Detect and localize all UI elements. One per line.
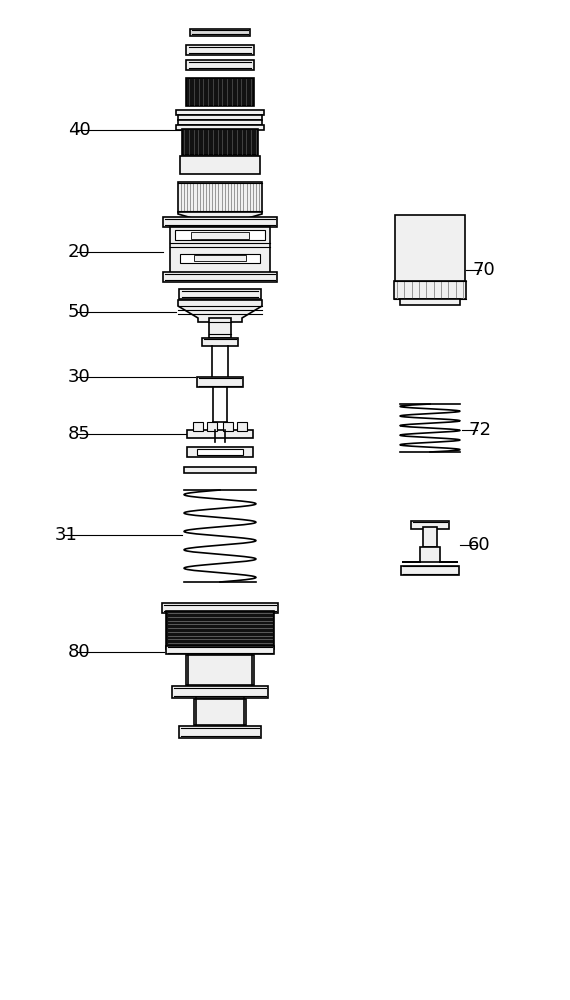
Bar: [163, 272, 277, 282]
Text: 70: 70: [472, 261, 495, 279]
Bar: [178, 182, 262, 212]
Bar: [187, 430, 253, 438]
Bar: [166, 611, 274, 649]
Bar: [223, 422, 233, 430]
Text: 85: 85: [68, 425, 91, 443]
Text: 72: 72: [468, 421, 491, 439]
Bar: [193, 422, 203, 430]
Bar: [182, 129, 258, 155]
Bar: [209, 318, 231, 338]
Text: 40: 40: [68, 121, 91, 139]
Bar: [395, 215, 465, 285]
Bar: [186, 45, 254, 55]
Bar: [400, 299, 460, 305]
Bar: [186, 655, 254, 685]
Bar: [190, 28, 250, 35]
Bar: [194, 699, 246, 725]
Text: 60: 60: [468, 536, 491, 554]
Bar: [186, 60, 254, 70]
Text: 50: 50: [68, 303, 91, 321]
Text: 20: 20: [68, 243, 91, 261]
Bar: [184, 467, 256, 473]
Bar: [237, 422, 247, 430]
Bar: [176, 109, 264, 114]
Bar: [172, 686, 268, 698]
Bar: [178, 119, 262, 124]
Bar: [207, 422, 217, 430]
Bar: [197, 449, 243, 455]
Bar: [202, 338, 238, 346]
Bar: [179, 289, 261, 299]
Text: 80: 80: [68, 643, 91, 661]
Bar: [179, 726, 261, 738]
Bar: [423, 527, 437, 547]
Text: 30: 30: [68, 368, 91, 386]
Bar: [394, 281, 466, 299]
Text: 31: 31: [55, 526, 78, 544]
Bar: [176, 124, 264, 129]
Bar: [163, 217, 277, 227]
Bar: [411, 521, 449, 529]
Bar: [178, 114, 262, 119]
Bar: [401, 566, 459, 574]
Bar: [180, 156, 260, 174]
Polygon shape: [402, 547, 458, 562]
Bar: [170, 227, 270, 277]
Bar: [166, 646, 274, 654]
Bar: [191, 232, 249, 238]
Bar: [187, 447, 253, 457]
Polygon shape: [178, 300, 262, 322]
Bar: [175, 230, 265, 240]
Bar: [186, 78, 254, 106]
Bar: [194, 255, 246, 261]
Bar: [162, 603, 278, 613]
Polygon shape: [178, 212, 262, 218]
Bar: [197, 377, 243, 387]
Bar: [180, 253, 260, 262]
